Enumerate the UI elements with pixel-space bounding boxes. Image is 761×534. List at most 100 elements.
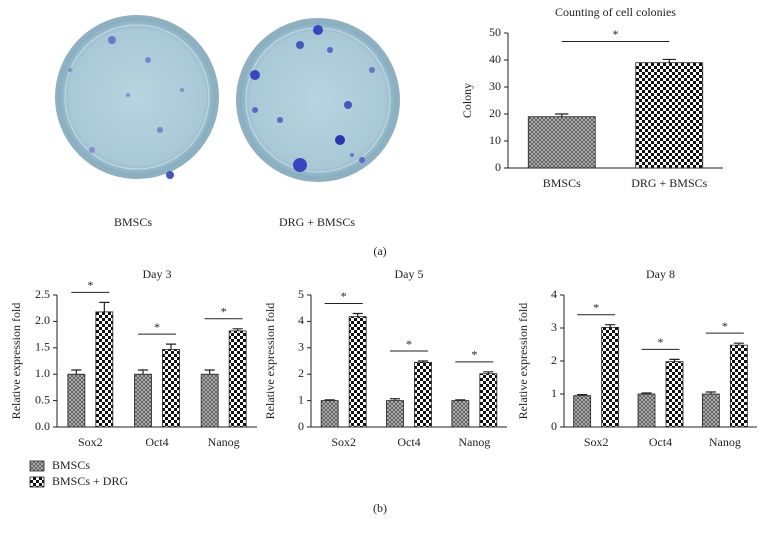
bar <box>348 316 367 428</box>
significance-star: * <box>613 27 619 41</box>
legend-swatch <box>29 460 45 472</box>
bar <box>320 400 339 428</box>
x-tick-label: Nanog <box>709 435 741 449</box>
significance-star: * <box>406 337 412 351</box>
error-bar <box>99 301 110 312</box>
error-bar <box>324 399 335 401</box>
x-tick-label: Nanog <box>208 435 240 449</box>
error-bar <box>137 369 149 375</box>
bar <box>665 361 684 428</box>
bar <box>527 116 596 169</box>
x-tick-label: Oct4 <box>397 435 420 449</box>
plate-label: DRG + BMSCs <box>279 215 355 229</box>
significance-star: * <box>658 335 664 349</box>
y-tick-label: 0.5 <box>35 392 50 406</box>
bar <box>451 400 470 428</box>
bar <box>573 395 592 428</box>
y-tick-label: 1.5 <box>35 340 50 354</box>
bar <box>95 311 114 428</box>
error-bar <box>352 312 363 317</box>
x-tick-label: DRG + BMSCs <box>631 176 707 190</box>
y-tick-label: 3 <box>298 340 304 354</box>
bar <box>479 373 498 428</box>
bar <box>67 373 86 428</box>
error-bar <box>204 369 215 375</box>
y-tick-label: 2 <box>298 366 304 380</box>
error-bar <box>641 392 652 394</box>
x-tick-label: Sox2 <box>584 435 609 449</box>
error-bar <box>577 394 588 396</box>
error-bar <box>705 391 716 394</box>
bar <box>601 326 620 428</box>
error-bar <box>662 58 676 63</box>
significance-star: * <box>341 289 347 303</box>
bar <box>228 330 247 428</box>
bar <box>162 348 180 428</box>
y-tick-label: 5 <box>298 287 304 301</box>
y-axis-label: Colony <box>460 83 474 118</box>
error-bar <box>455 399 466 401</box>
chart-title: Day 5 <box>395 267 424 281</box>
error-bar <box>417 360 429 363</box>
y-tick-label: 40 <box>489 52 501 66</box>
y-axis-label: Relative expression fold <box>516 303 530 420</box>
significance-star: * <box>221 305 227 319</box>
y-axis-label: Relative expression fold <box>263 303 277 420</box>
bar <box>637 393 656 428</box>
plate-label: BMSCs <box>114 215 152 229</box>
y-tick-label: 2.5 <box>35 287 50 301</box>
error-bar <box>733 342 744 346</box>
error-bar <box>555 113 569 117</box>
bar <box>729 344 748 428</box>
y-tick-label: 0 <box>551 419 557 433</box>
y-tick-label: 0.0 <box>35 419 50 433</box>
plate-right <box>236 18 400 182</box>
bar <box>134 373 152 428</box>
legend-label: BMSCs <box>52 458 90 472</box>
panel-label: (b) <box>373 501 387 515</box>
y-tick-label: 4 <box>298 313 304 327</box>
panel-label: (a) <box>373 244 386 258</box>
plate-left <box>55 15 219 179</box>
x-tick-label: BMSCs <box>543 176 581 190</box>
y-tick-label: 50 <box>489 25 501 39</box>
chart-title: Counting of cell colonies <box>555 5 676 19</box>
error-bar <box>232 328 243 331</box>
chart-title: Day 8 <box>646 267 675 281</box>
x-tick-label: Sox2 <box>78 435 103 449</box>
bar <box>414 361 432 428</box>
error-bar <box>605 324 616 328</box>
bar <box>635 62 704 169</box>
significance-star: * <box>471 348 477 362</box>
bar <box>200 373 219 428</box>
significance-star: * <box>722 319 728 333</box>
x-tick-label: Nanog <box>458 435 490 449</box>
significance-star: * <box>154 320 160 334</box>
x-tick-label: Oct4 <box>649 435 672 449</box>
y-tick-label: 2 <box>551 353 557 367</box>
error-bar <box>483 371 494 374</box>
legend-label: BMSCs + DRG <box>52 474 128 488</box>
significance-star: * <box>87 278 93 292</box>
y-tick-label: 10 <box>489 133 501 147</box>
bar <box>386 400 404 428</box>
y-tick-label: 20 <box>489 106 501 120</box>
y-tick-label: 1.0 <box>35 366 50 380</box>
error-bar <box>165 343 177 350</box>
y-tick-label: 1 <box>298 392 304 406</box>
y-axis-label: Relative expression fold <box>9 303 23 420</box>
y-tick-label: 0 <box>298 419 304 433</box>
bar <box>701 393 720 428</box>
significance-star: * <box>593 300 599 314</box>
error-bar <box>669 358 680 362</box>
x-tick-label: Sox2 <box>331 435 356 449</box>
y-tick-label: 30 <box>489 79 501 93</box>
y-tick-label: 4 <box>551 287 557 301</box>
x-tick-label: Oct4 <box>145 435 168 449</box>
y-tick-label: 3 <box>551 320 557 334</box>
error-bar <box>71 369 82 375</box>
y-tick-label: 0 <box>495 160 501 174</box>
legend-swatch <box>29 476 45 488</box>
error-bar <box>389 398 401 401</box>
